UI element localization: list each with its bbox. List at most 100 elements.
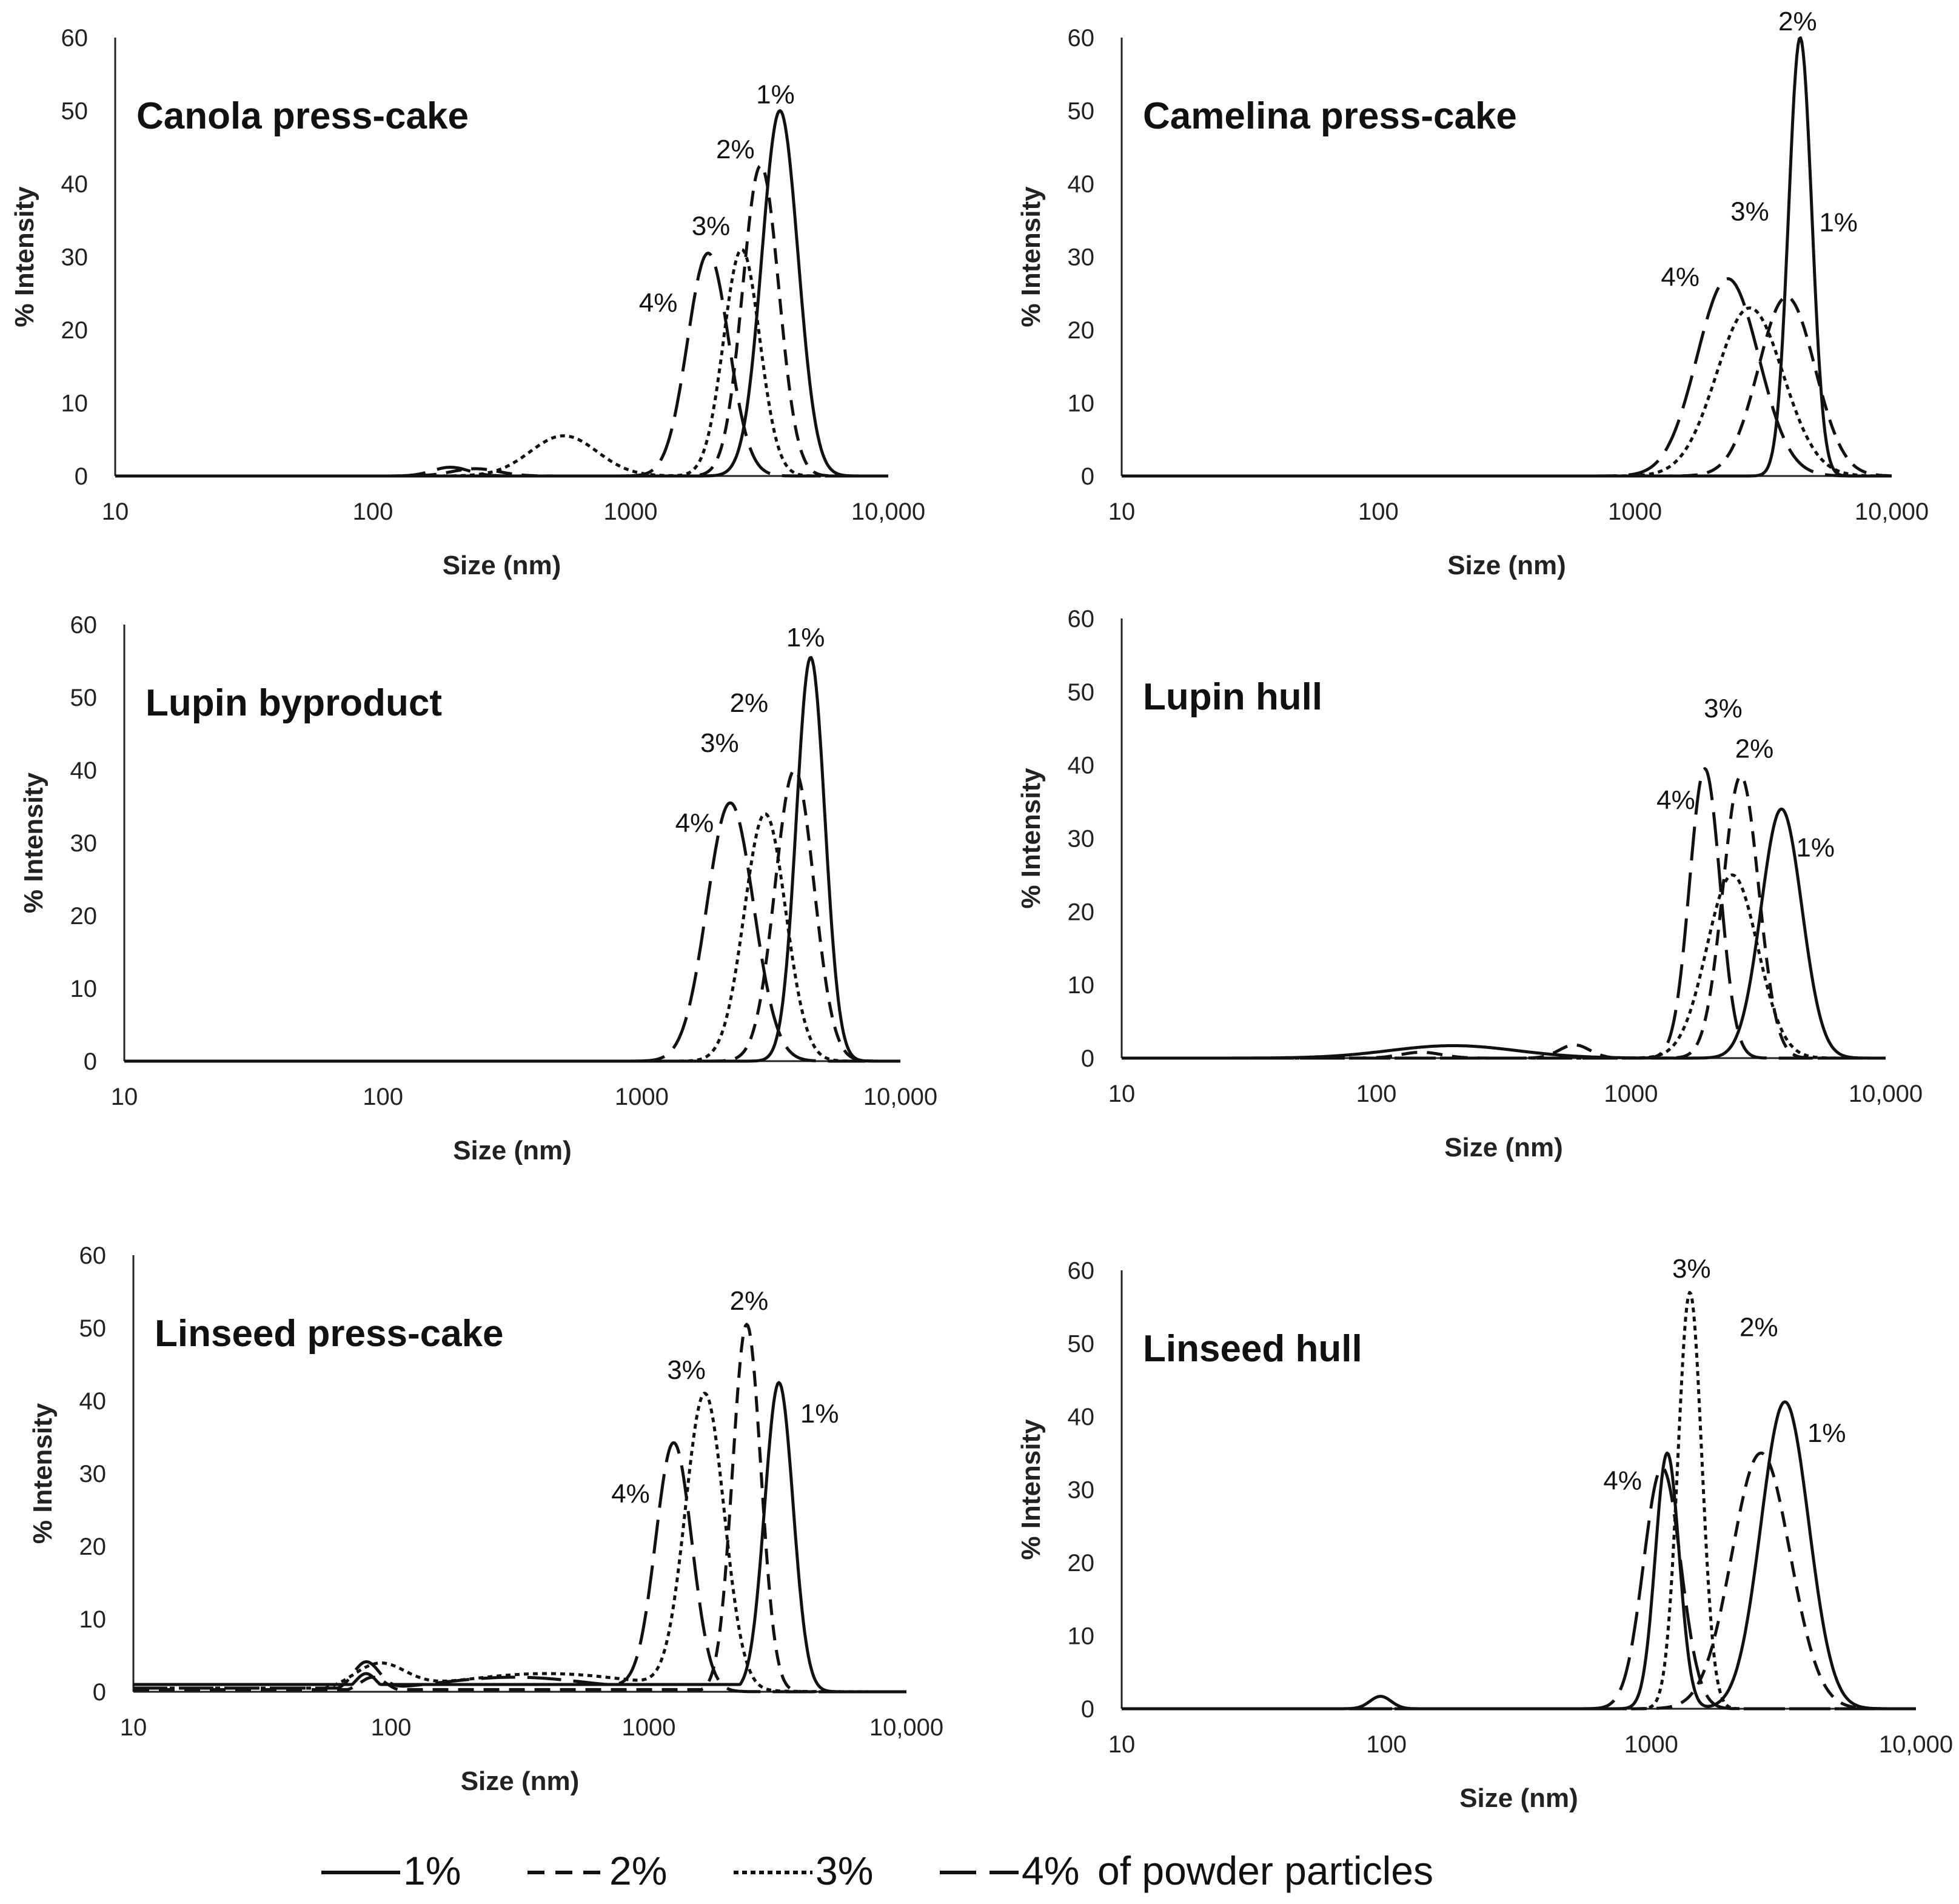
y-axis-title: % Intensity — [1016, 768, 1046, 909]
series-line-3pct — [115, 248, 889, 478]
y-tick-label: 50 — [79, 1315, 107, 1342]
annotation-label: 4% — [1603, 1466, 1642, 1496]
x-tick-label: 1000 — [604, 498, 658, 525]
x-axis-title: Size (nm) — [1447, 551, 1566, 580]
y-tick-label: 40 — [1068, 1404, 1095, 1430]
y-tick-label: 60 — [61, 25, 89, 52]
x-tick-label: 10,000 — [1849, 1081, 1923, 1107]
y-tick-label: 10 — [61, 391, 89, 417]
y-tick-label: 10 — [1068, 391, 1095, 417]
series-line-2pct — [124, 768, 901, 1063]
x-tick-label: 1000 — [1604, 1081, 1658, 1107]
annotation-label: 4% — [639, 288, 678, 318]
x-tick-label: 10 — [120, 1714, 147, 1741]
series-line-3pct — [133, 1392, 907, 1694]
y-tick-label: 20 — [79, 1534, 107, 1560]
x-tick-label: 1000 — [622, 1714, 676, 1741]
annotation-label: 2% — [1740, 1312, 1778, 1342]
y-tick-label: 30 — [1068, 244, 1095, 271]
legend-label-2: 2% — [609, 1848, 667, 1893]
y-tick-label: 0 — [1081, 1045, 1094, 1072]
y-tick-label: 10 — [70, 976, 98, 1002]
y-tick-label: 50 — [70, 685, 98, 711]
y-tick-label: 0 — [84, 1048, 97, 1075]
annotation-label: 2% — [716, 135, 755, 164]
chart-panel-2: 0 10 20 30 40 50 60 10 100 1000 10,000 Size (nm) % I… — [1016, 7, 1929, 580]
annotation-label: 3% — [700, 728, 739, 758]
series-line-4pct — [133, 1441, 907, 1694]
series-line-4pct — [115, 252, 889, 478]
y-axis-title: % Intensity — [1016, 1419, 1046, 1560]
annotation-label: 4% — [1656, 785, 1695, 815]
x-tick-label: 100 — [353, 498, 393, 525]
x-axis-title: Size (nm) — [453, 1136, 572, 1165]
annotation-label: 4% — [611, 1479, 650, 1509]
y-tick-label: 60 — [1068, 606, 1095, 632]
x-axis-title: Size (nm) — [461, 1766, 580, 1796]
y-tick-label: 30 — [79, 1461, 107, 1487]
y-tick-label: 50 — [61, 98, 89, 125]
y-tick-label: 10 — [1068, 972, 1095, 999]
y-tick-label: 60 — [70, 612, 98, 639]
x-tick-label: 10 — [111, 1084, 138, 1110]
x-axis-title: Size (nm) — [443, 551, 561, 580]
y-tick-label: 30 — [70, 830, 98, 857]
y-tick-label: 10 — [1068, 1623, 1095, 1650]
series-line-1pct — [1121, 1400, 1917, 1711]
annotation-label: 4% — [675, 808, 714, 838]
y-tick-label: 40 — [79, 1388, 107, 1415]
x-tick-label: 1000 — [615, 1084, 669, 1110]
x-tick-label: 100 — [1358, 498, 1399, 525]
y-axis-title: % Intensity — [1016, 186, 1046, 327]
series-line-1pct — [1121, 807, 1886, 1060]
y-tick-label: 60 — [79, 1242, 107, 1269]
legend-suffix: of powder particles — [1097, 1848, 1433, 1893]
x-tick-label: 100 — [363, 1084, 403, 1110]
annotation-label: 1% — [1807, 1418, 1846, 1448]
y-tick-label: 20 — [1068, 899, 1095, 925]
chart-panel-4: 0 10 20 30 40 50 60 10 100 1000 10,000 Size (nm) % I… — [1016, 606, 1923, 1162]
y-tick-label: 60 — [1068, 1258, 1095, 1284]
x-axis-title: Size (nm) — [1444, 1133, 1563, 1162]
y-tick-label: 0 — [1081, 1696, 1094, 1723]
series-line-1pct — [133, 1381, 907, 1694]
y-tick-label: 20 — [1068, 317, 1095, 344]
annotation-label: 2% — [1778, 7, 1817, 36]
y-tick-label: 30 — [1068, 1477, 1095, 1504]
series-line-3pct — [1121, 1290, 1917, 1711]
x-tick-label: 100 — [1356, 1081, 1397, 1107]
annotation-label: 2% — [730, 1286, 769, 1316]
annotation-label: 1% — [800, 1399, 839, 1429]
annotation-label: 2% — [730, 688, 769, 718]
x-tick-label: 10,000 — [869, 1714, 943, 1741]
legend-label-1: 1% — [403, 1848, 461, 1893]
x-tick-label: 10 — [1108, 1081, 1136, 1107]
annotation-label: 1% — [1819, 207, 1858, 237]
series-line-3pct — [124, 812, 901, 1063]
chart-panel-5: 0 10 20 30 40 50 60 10 100 1000 10,000 Size (nm) % I… — [28, 1242, 943, 1796]
chart-title: Linseed press-cake — [155, 1313, 504, 1355]
x-axis-title: Size (nm) — [1459, 1783, 1578, 1813]
y-tick-label: 0 — [93, 1679, 106, 1706]
y-tick-label: 0 — [1081, 463, 1094, 490]
annotation-label: 1% — [1796, 833, 1835, 863]
y-tick-label: 50 — [1068, 1331, 1095, 1358]
y-tick-label: 40 — [1068, 753, 1095, 779]
y-tick-label: 20 — [1068, 1550, 1095, 1577]
y-tick-label: 30 — [61, 244, 89, 271]
y-axis-title: % Intensity — [28, 1403, 58, 1544]
x-tick-label: 10,000 — [1855, 498, 1929, 525]
chart-title: Canola press-cake — [136, 95, 469, 137]
annotation-label: 3% — [1672, 1254, 1711, 1284]
annotation-label: 2% — [1735, 734, 1774, 764]
y-tick-label: 40 — [70, 757, 98, 784]
series-line-3pct — [1121, 873, 1886, 1060]
y-axis-title: % Intensity — [19, 772, 49, 913]
series-line-2pct — [1121, 1451, 1917, 1711]
x-tick-label: 100 — [371, 1714, 412, 1741]
x-tick-label: 1000 — [1608, 498, 1662, 525]
legend: 1% 2% 3% 4% of powder particles — [321, 1848, 1433, 1893]
x-tick-label: 10 — [1108, 1731, 1136, 1758]
y-tick-label: 50 — [1068, 679, 1095, 706]
